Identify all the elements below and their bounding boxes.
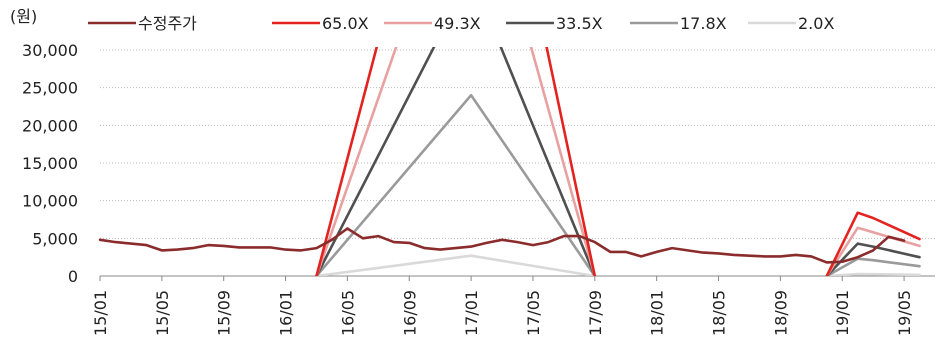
x-tick-label: 15/01	[91, 290, 110, 336]
legend-label: 수정주가	[138, 14, 197, 33]
x-tick-label: 17/09	[586, 290, 605, 336]
series-lines	[98, 47, 921, 276]
y-tick-label: 25,000	[22, 79, 78, 98]
x-tick-label: 16/05	[338, 290, 357, 336]
y-tick-label: 0	[68, 267, 78, 286]
y-axis: 0 5,000 10,000 15,000 20,000 25,000 30,000	[22, 41, 78, 286]
x-tick-label: 16/09	[400, 290, 419, 336]
series-line	[98, 227, 906, 264]
y-tick-label: 5,000	[32, 229, 78, 248]
x-tick-label: 17/01	[462, 290, 481, 336]
y-tick-label: 20,000	[22, 116, 78, 135]
x-tick-label: 19/05	[895, 290, 914, 336]
series-line	[315, 254, 921, 276]
series-line	[315, 47, 921, 276]
legend-label: 33.5X	[556, 14, 603, 33]
x-tick-label: 15/05	[153, 290, 172, 336]
y-tick-label: 30,000	[22, 41, 78, 60]
x-tick-label: 16/01	[277, 290, 296, 336]
x-tick-label: 19/01	[833, 290, 852, 336]
x-axis: 15/01 15/05 15/09 16/01 16/05 16/09 17/01 17/05…	[91, 275, 935, 336]
x-tick-label: 17/05	[524, 290, 543, 336]
y-tick-label: 15,000	[22, 154, 78, 173]
series-line	[315, 47, 921, 276]
x-tick-label: 18/01	[648, 290, 667, 336]
x-tick-label: 18/05	[710, 290, 729, 336]
series-line	[315, 93, 921, 276]
series-line	[315, 47, 921, 276]
legend-label: 17.8X	[680, 14, 727, 33]
y-tick-label: 10,000	[22, 192, 78, 211]
unit-label: (원)	[10, 7, 37, 26]
legend-label: 65.0X	[322, 14, 369, 33]
grid	[100, 49, 935, 239]
legend-label: 49.3X	[434, 14, 481, 33]
x-tick-label: 15/09	[215, 290, 234, 336]
legend-label: 2.0X	[798, 14, 834, 33]
x-tick-label: 18/09	[771, 290, 790, 336]
legend: 수정주가 65.0X 49.3X 33.5X 17.8X 2.0X	[88, 14, 834, 33]
